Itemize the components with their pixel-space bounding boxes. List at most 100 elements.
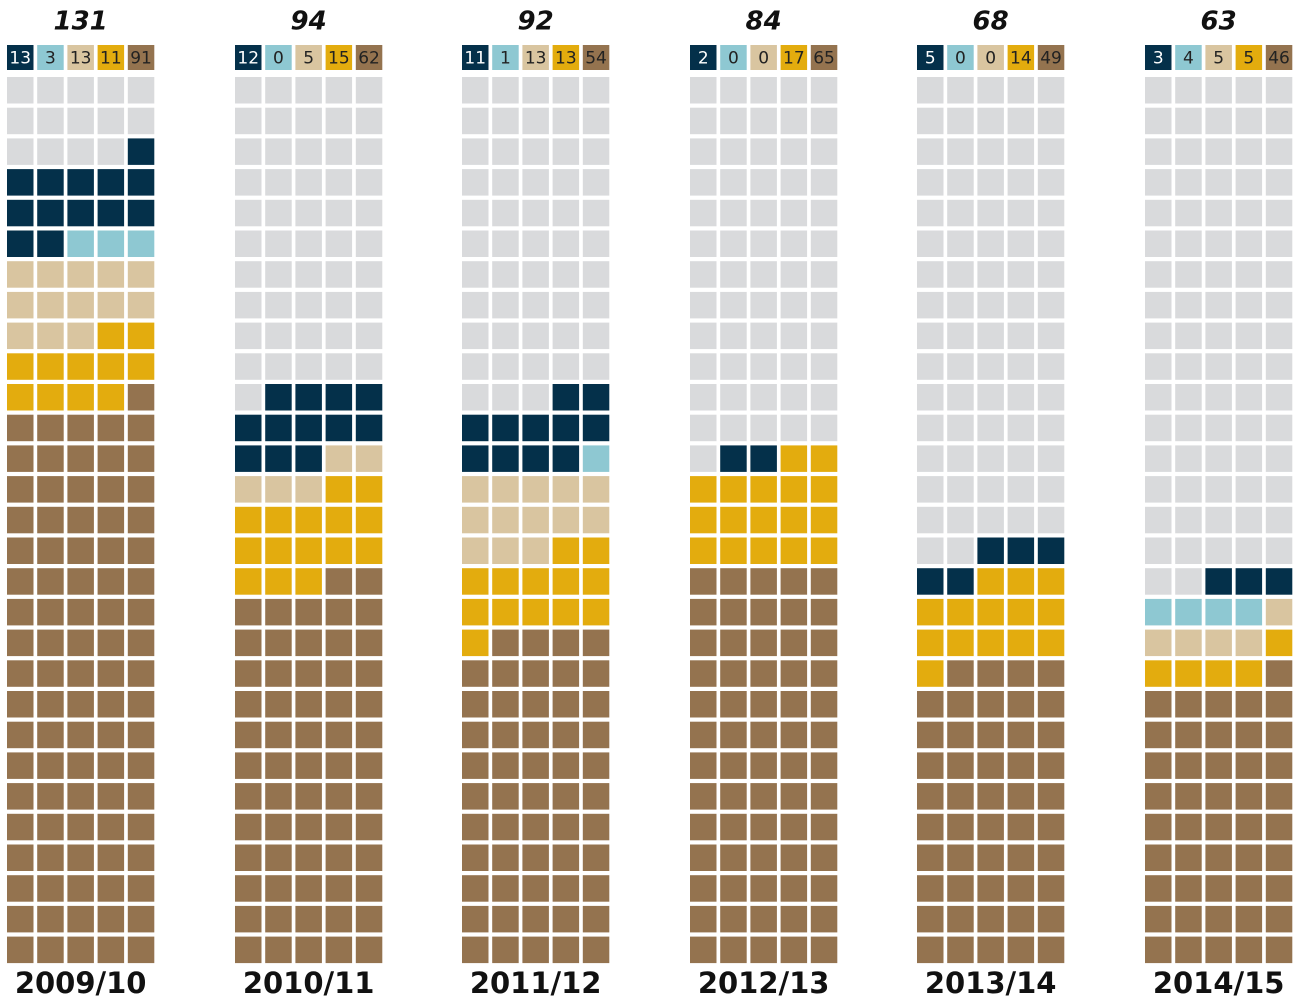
empty-cell: [492, 353, 519, 380]
waffle-cell: [37, 660, 64, 687]
empty-cell: [947, 230, 974, 257]
waffle-cell: [355, 506, 383, 534]
waffle-cell: [97, 353, 125, 380]
empty-cell: [810, 291, 838, 319]
empty-cell: [1205, 414, 1232, 442]
waffle-cell: [295, 598, 322, 626]
waffle-cell: [7, 291, 34, 319]
waffle-cell: [1145, 936, 1172, 964]
waffle-cell: [1037, 537, 1065, 564]
empty-cell: [265, 261, 292, 288]
waffle-cell: [552, 783, 580, 810]
waffle-cell: [325, 752, 353, 779]
waffle-cell: [355, 537, 383, 564]
waffle-cell: [295, 752, 322, 779]
empty-cell: [127, 107, 155, 135]
waffle-cell: [355, 936, 383, 964]
empty-cell: [1175, 322, 1202, 350]
empty-cell: [265, 77, 292, 104]
waffle-cell: [462, 660, 489, 687]
empty-cell: [1265, 169, 1293, 196]
waffle-cell: [522, 506, 549, 534]
empty-cell: [522, 261, 549, 288]
empty-cell: [522, 169, 549, 196]
empty-cell: [1037, 322, 1065, 350]
empty-cell: [977, 322, 1004, 350]
waffle-cell: [780, 844, 808, 871]
waffle-cell: [1145, 660, 1172, 687]
waffle-cell: [1145, 691, 1172, 718]
empty-cell: [780, 384, 808, 411]
empty-cell: [1145, 506, 1172, 534]
header-value: 0: [728, 49, 739, 69]
empty-cell: [1175, 445, 1202, 472]
empty-cell: [917, 506, 944, 534]
waffle-cell: [917, 936, 944, 964]
waffle-cell: [355, 691, 383, 718]
waffle-cell: [265, 414, 292, 442]
empty-cell: [1007, 414, 1035, 442]
waffle-cell: [7, 936, 34, 964]
empty-cell: [1175, 199, 1202, 227]
empty-cell: [750, 230, 777, 257]
waffle-cell: [720, 598, 747, 626]
empty-cell: [1265, 107, 1293, 135]
empty-cell: [1007, 384, 1035, 411]
empty-cell: [690, 138, 717, 165]
waffle-cell: [462, 721, 489, 749]
waffle-cell: [720, 476, 747, 503]
legend-swatch: [917, 45, 944, 70]
empty-cell: [1265, 138, 1293, 165]
empty-cell: [462, 291, 489, 319]
waffle-cell: [1235, 875, 1263, 902]
waffle-cell: [1235, 752, 1263, 779]
waffle-cell: [7, 691, 34, 718]
empty-cell: [810, 353, 838, 380]
waffle-cell: [780, 598, 808, 626]
waffle-cell: [1007, 936, 1035, 964]
header-value: 5: [925, 49, 936, 69]
waffle-cell: [127, 813, 155, 841]
waffle-cell: [295, 721, 322, 749]
waffle-cell: [720, 660, 747, 687]
empty-cell: [780, 261, 808, 288]
waffle-cell: [7, 629, 34, 657]
waffle-cell: [492, 598, 519, 626]
empty-cell: [1235, 138, 1263, 165]
waffle-cell: [492, 476, 519, 503]
waffle-cell: [810, 752, 838, 779]
legend-swatch: [1235, 45, 1263, 70]
waffle-cell: [265, 721, 292, 749]
waffle-cell: [355, 813, 383, 841]
waffle-cell: [810, 875, 838, 902]
waffle-cell: [325, 936, 353, 964]
legend-swatch: [37, 45, 64, 70]
waffle-cell: [1235, 660, 1263, 687]
empty-cell: [1235, 230, 1263, 257]
empty-cell: [1007, 476, 1035, 503]
waffle-cell: [977, 752, 1004, 779]
waffle-cell: [690, 506, 717, 534]
empty-cell: [977, 107, 1004, 135]
empty-cell: [1205, 506, 1232, 534]
empty-cell: [917, 77, 944, 104]
waffle-cell: [355, 660, 383, 687]
waffle-cell: [690, 476, 717, 503]
empty-cell: [265, 291, 292, 319]
waffle-cell: [977, 844, 1004, 871]
empty-cell: [780, 414, 808, 442]
waffle-cell: [295, 875, 322, 902]
waffle-cell: [67, 537, 94, 564]
waffle-cell: [265, 476, 292, 503]
empty-cell: [977, 169, 1004, 196]
legend-swatch: [690, 45, 717, 70]
waffle-cell: [917, 813, 944, 841]
waffle-cell: [582, 384, 610, 411]
empty-cell: [1265, 230, 1293, 257]
waffle-cell: [1175, 721, 1202, 749]
waffle-cell: [750, 905, 777, 933]
waffle-cell: [750, 783, 777, 810]
waffle-cell: [1145, 844, 1172, 871]
waffle-cell: [522, 414, 549, 442]
